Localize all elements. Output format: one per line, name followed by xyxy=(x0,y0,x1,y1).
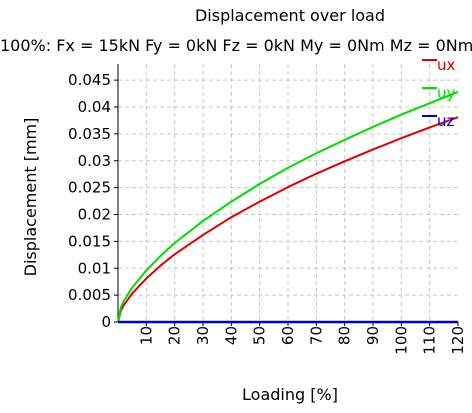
y-axis-label: Displacement [mm] xyxy=(21,118,40,277)
axes xyxy=(114,64,459,326)
x-tick-label: 90 xyxy=(364,326,382,345)
y-tick-label: 0.015 xyxy=(68,232,111,250)
chart-subtitle: 100%: Fx = 15kN Fy = 0kN Fz = 0kN My = 0… xyxy=(0,36,472,55)
legend: ux uy uz xyxy=(422,56,456,130)
x-tick-label: 60 xyxy=(279,326,297,345)
legend-label-uz: uz xyxy=(437,112,455,130)
x-tick-label: 120 xyxy=(449,326,467,355)
x-tick-label: 10 xyxy=(137,326,155,345)
y-tick-label: 0.045 xyxy=(68,71,111,89)
x-tick-label: 30 xyxy=(194,326,212,345)
y-tick-label: 0.01 xyxy=(78,259,111,277)
legend-label-ux: ux xyxy=(437,56,456,74)
x-tick-label: 40 xyxy=(222,326,240,345)
chart-title: Displacement over load xyxy=(195,6,385,25)
series-line-uy xyxy=(117,91,459,323)
y-tick-label: 0 xyxy=(101,313,111,331)
y-tick-labels: 0 0.005 0.01 0.015 0.02 0.025 0.03 0.035 0.04 0.0… xyxy=(68,71,111,331)
y-tick-label: 0.035 xyxy=(68,125,111,143)
x-tick-label: 100 xyxy=(392,326,410,355)
x-tick-label: 50 xyxy=(251,326,269,345)
x-tick-labels: 10 20 30 40 50 60 70 80 90 100 110 120 xyxy=(137,326,467,355)
y-tick-label: 0.04 xyxy=(78,98,111,116)
x-tick-label: 80 xyxy=(336,326,354,345)
y-tick-label: 0.005 xyxy=(68,286,111,304)
y-tick-label: 0.02 xyxy=(78,206,111,224)
y-tick-label: 0.03 xyxy=(78,152,111,170)
x-axis-label: Loading [%] xyxy=(242,385,338,404)
grid xyxy=(118,64,458,322)
plot-area xyxy=(117,91,459,324)
x-tick-label: 110 xyxy=(421,326,439,355)
legend-label-uy: uy xyxy=(437,84,456,102)
x-tick-label: 70 xyxy=(307,326,325,345)
series-line-ux xyxy=(117,116,459,323)
x-tick-label: 20 xyxy=(166,326,184,345)
y-tick-label: 0.025 xyxy=(68,179,111,197)
